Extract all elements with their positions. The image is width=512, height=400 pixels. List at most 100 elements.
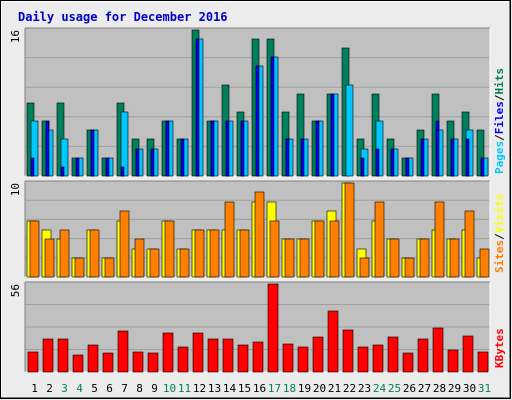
bar-kbytes-day-17 [267,283,279,373]
bar-files-day-19 [300,138,305,177]
bar-sites-day-22 [344,182,355,278]
x-label-day-19: 19 [298,382,311,395]
bar-sites-day-21 [329,220,340,278]
x-label-day-16: 16 [253,382,266,395]
x-label-day-28: 28 [433,382,446,395]
bar-kbytes-day-5 [87,344,99,373]
bar-sites-day-2 [44,238,55,278]
bar-kbytes-day-18 [282,343,294,373]
panel-kbytes: 56 KBytes [9,281,506,373]
bar-files-day-2 [45,120,50,177]
legend-hits-files-pages: Pages/Files/Hits [493,68,506,174]
bar-files-day-8 [135,148,140,177]
bar-kbytes-day-30 [462,335,474,373]
x-label-day-15: 15 [238,382,251,395]
bar-files-day-28 [435,120,440,177]
bar-sites-day-4 [74,257,85,278]
chart-title: Daily usage for December 2016 [18,10,228,24]
x-label-day-14: 14 [223,382,237,395]
bar-sites-day-20 [314,220,325,278]
bar-files-day-3 [60,166,65,177]
bar-sites-day-13 [209,229,220,278]
bar-files-day-7 [120,166,125,177]
bar-pages-day-24 [375,120,384,177]
bar-sites-day-27 [419,238,430,278]
x-label-day-9: 9 [151,382,158,395]
bar-sites-day-29 [449,238,460,278]
bar-files-day-25 [390,148,395,177]
bar-sites-day-11 [179,248,190,278]
bar-files-day-29 [450,138,455,177]
x-label-day-12: 12 [193,382,206,395]
bar-files-day-13 [210,120,215,177]
bar-files-day-31 [480,157,485,177]
bar-kbytes-day-22 [342,329,354,373]
bar-sites-day-8 [134,238,145,278]
x-label-day-11: 11 [178,382,191,395]
x-label-day-13: 13 [208,382,221,395]
bar-sites-day-15 [239,229,250,278]
bar-kbytes-day-26 [402,352,414,373]
bar-kbytes-day-27 [417,338,429,373]
bar-kbytes-day-3 [57,338,69,373]
legend-entry: / [493,134,506,141]
bar-files-day-1 [30,157,35,177]
x-label-day-31: 31 [478,382,491,395]
bar-files-day-9 [150,148,155,177]
bar-sites-day-14 [224,201,235,278]
bar-files-day-10 [165,120,170,177]
bar-kbytes-day-4 [72,354,84,373]
bar-kbytes-day-8 [132,351,144,373]
bar-kbytes-day-1 [27,351,39,373]
bar-files-day-11 [180,138,185,177]
bar-pages-day-1 [30,120,39,177]
x-label-day-10: 10 [163,382,176,395]
bar-kbytes-day-6 [102,352,114,373]
bar-kbytes-day-28 [432,327,444,373]
x-label-day-2: 2 [46,382,53,395]
bar-kbytes-day-9 [147,352,159,373]
bar-hits-day-19 [296,93,305,177]
bar-kbytes-day-15 [237,344,249,373]
bar-hits-day-31 [476,129,485,177]
bar-kbytes-day-31 [477,351,489,373]
bar-files-day-24 [375,148,380,177]
bar-sites-day-31 [479,248,490,278]
bar-sites-day-16 [254,191,265,278]
bar-sites-day-28 [434,201,445,278]
bar-pages-day-22 [345,84,354,177]
bar-kbytes-day-11 [177,346,189,373]
legend-entry: KBytes [493,328,506,368]
legend-entry: Pages [493,141,506,174]
bar-kbytes-day-23 [357,346,369,373]
x-label-day-3: 3 [61,382,68,395]
bar-files-day-5 [90,129,95,177]
x-label-day-25: 25 [388,382,401,395]
bar-files-day-23 [360,157,365,177]
bar-files-day-14 [225,120,230,177]
bar-files-day-30 [465,138,470,177]
legend-entry: / [493,233,506,240]
bar-sites-day-1 [29,220,40,278]
bar-files-day-12 [195,38,200,177]
x-label-day-22: 22 [343,382,356,395]
bar-sites-day-17 [269,220,280,278]
bar-files-day-16 [255,65,260,177]
panel-visits-sites: 10 Sites/Visits [9,180,506,278]
bar-files-day-26 [405,157,410,177]
bar-sites-day-9 [149,248,160,278]
x-label-day-4: 4 [76,382,83,395]
x-label-day-24: 24 [373,382,387,395]
bar-sites-day-6 [104,257,115,278]
bar-files-day-6 [105,157,110,177]
bar-kbytes-day-16 [252,341,264,373]
bar-sites-day-25 [389,238,400,278]
bar-kbytes-day-21 [327,310,339,373]
bar-files-day-21 [330,93,335,177]
legend-visits-sites: Sites/Visits [493,194,506,274]
bar-pages-day-3 [60,138,69,177]
bar-kbytes-day-24 [372,344,384,373]
bar-sites-day-19 [299,238,310,278]
